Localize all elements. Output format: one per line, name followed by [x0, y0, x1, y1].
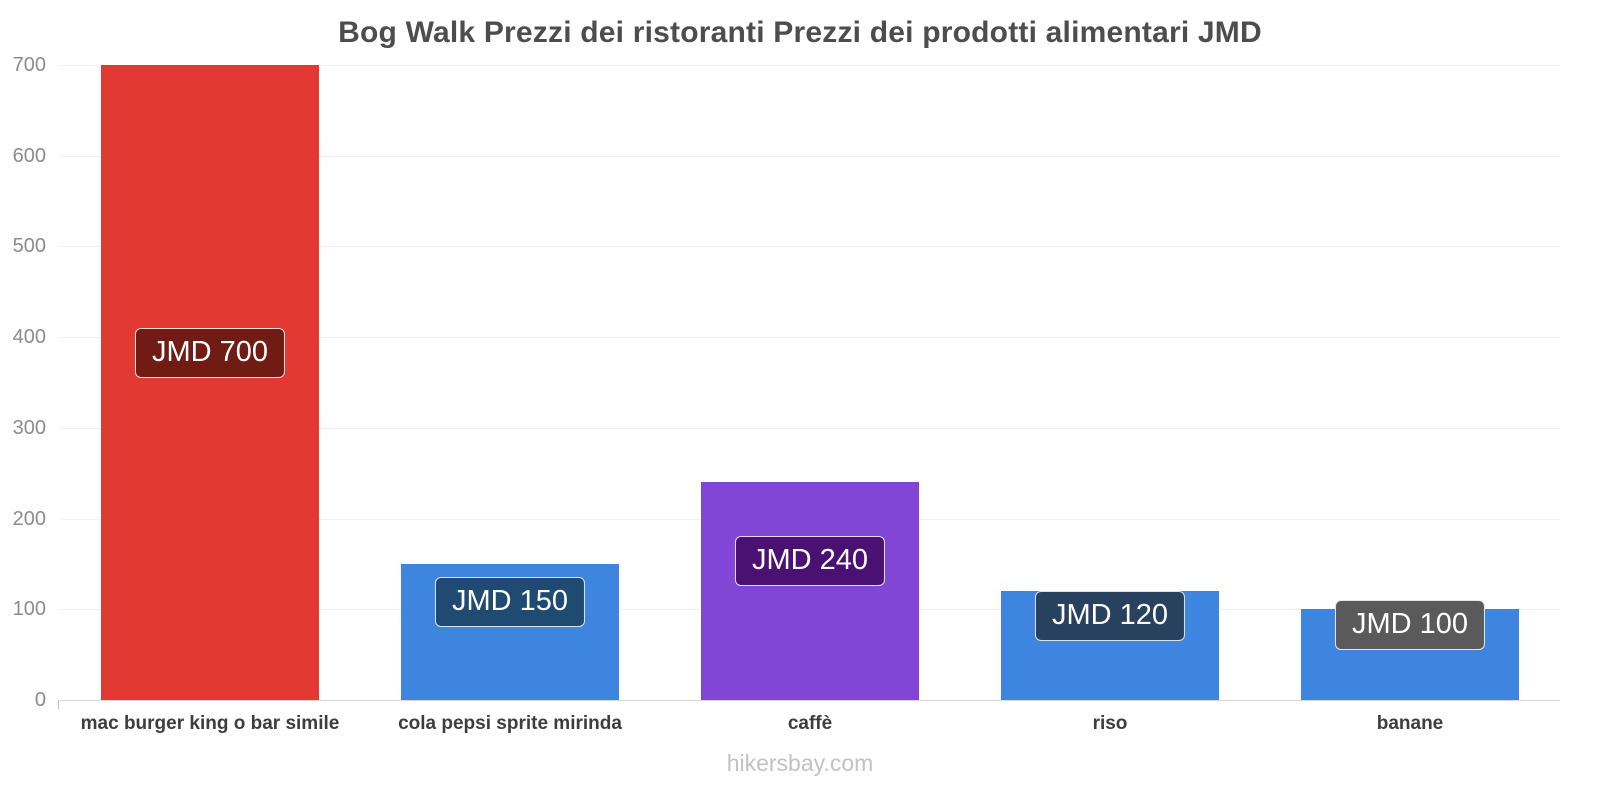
plot-area: JMD 700 JMD 150 JMD 240 JMD 120 JMD 100: [58, 65, 1560, 709]
x-axis: mac burger king o bar simile cola pepsi s…: [60, 713, 1560, 735]
y-axis: 0 100 200 300 400 500 600 700: [0, 54, 46, 711]
axis-tick: [58, 700, 59, 709]
bars-layer: JMD 700 JMD 150 JMD 240 JMD 120 JMD 100: [60, 65, 1560, 700]
bar-value-badge: JMD 240: [734, 536, 886, 587]
y-axis-label: 600: [12, 144, 46, 167]
bar-slot: JMD 240: [660, 65, 960, 700]
gridline: [60, 155, 1560, 157]
bar-slot: JMD 150: [360, 65, 660, 700]
bar-slot: JMD 120: [960, 65, 1260, 700]
y-axis-label: 100: [12, 598, 46, 621]
x-axis-label: cola pepsi sprite mirinda: [398, 713, 622, 734]
y-axis-label: 400: [12, 326, 46, 349]
watermark: hikersbay.com: [726, 750, 874, 776]
y-axis-label: 500: [12, 235, 46, 258]
bar: JMD 100: [1301, 599, 1519, 700]
x-axis-label: mac burger king o bar simile: [80, 713, 340, 734]
bar: JMD 240: [701, 482, 919, 700]
bar-value-badge: JMD 100: [1334, 599, 1486, 650]
x-axis-label: caffè: [787, 713, 833, 734]
bar: JMD 120: [1001, 590, 1219, 700]
gridline: [60, 246, 1560, 248]
y-axis-label: 0: [34, 689, 46, 711]
bar-slot: JMD 700: [60, 65, 360, 700]
y-axis-label: 300: [12, 416, 46, 439]
bar-value-badge: JMD 150: [434, 576, 586, 627]
x-axis-label: riso: [1092, 713, 1128, 734]
chart-title: Bog Walk Prezzi dei ristoranti Prezzi de…: [338, 16, 1262, 49]
y-axis-label: 200: [12, 507, 46, 530]
bar: JMD 700: [101, 65, 319, 700]
bar-value-badge: JMD 120: [1034, 590, 1186, 641]
bar-value-badge: JMD 700: [134, 327, 286, 378]
x-axis-label: banane: [1376, 713, 1444, 734]
bar: JMD 150: [401, 563, 619, 700]
gridline: [60, 337, 1560, 339]
x-axis-line: [60, 700, 1560, 701]
gridline: [60, 65, 1560, 66]
y-axis-label: 700: [12, 54, 46, 76]
gridline: [60, 427, 1560, 429]
bar-slot: JMD 100: [1260, 65, 1560, 700]
